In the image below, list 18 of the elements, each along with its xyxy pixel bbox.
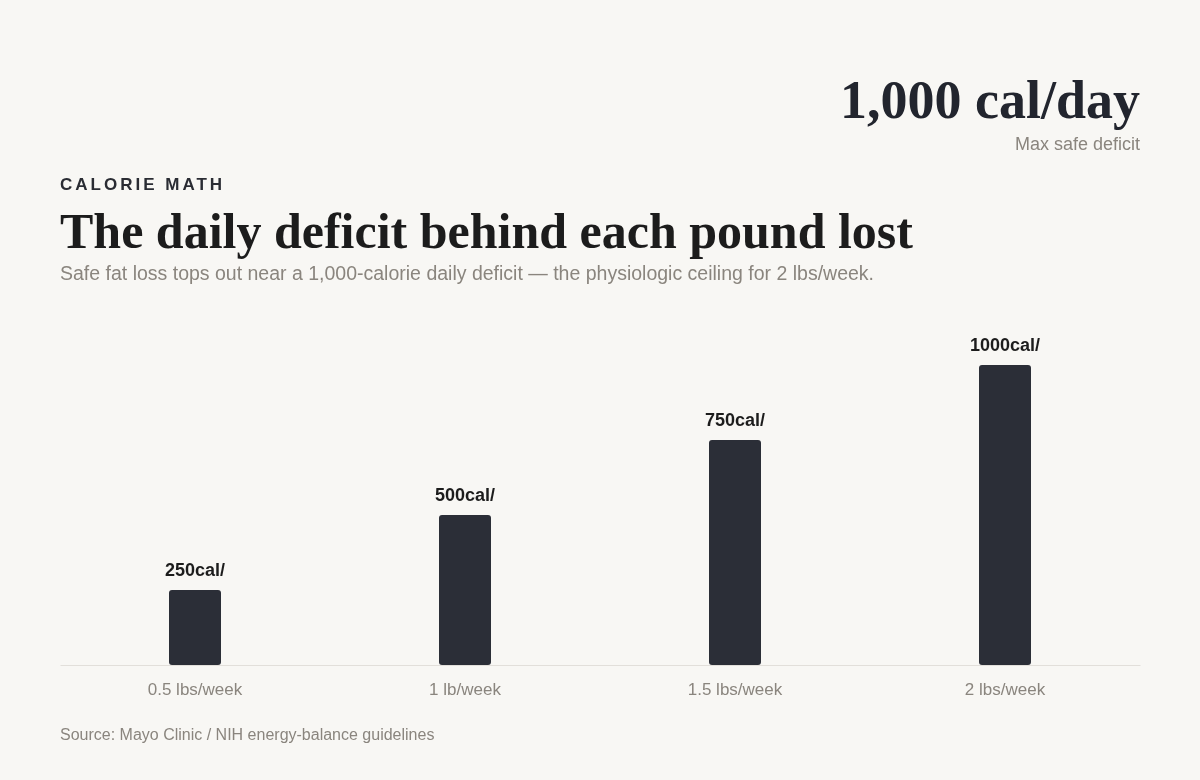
text: Max safe deficit (1014, 134, 1140, 154)
data-label: 750cal/ (704, 410, 766, 430)
bar (169, 590, 221, 665)
x-tick-label: 1 lb/week (429, 680, 502, 700)
data-label: 500cal/ (434, 485, 496, 505)
bar (709, 440, 761, 665)
chart-title: The daily deficit behind each pound lost (60, 203, 914, 259)
x-tick-label: 1.5 lbs/week (687, 680, 783, 700)
text: CALORIE MATH (60, 175, 226, 194)
chart-subtitle: Safe fat loss tops out near a 1,000-calorie daily deficit — the physiologic ceiling for 2 lbs/week. (60, 262, 875, 284)
data-label: 250cal/ (164, 560, 226, 580)
data-label: 1000cal/ (969, 335, 1041, 355)
bar (439, 515, 491, 665)
x-tick-label: 2 lbs/week (964, 680, 1046, 700)
x-tick-label: 0.5 lbs/week (147, 680, 243, 700)
bar (979, 365, 1031, 665)
source-note: Source: Mayo Clinic / NIH energy-balance guidelines (60, 726, 435, 743)
text: 1,000 cal/day (839, 70, 1140, 130)
